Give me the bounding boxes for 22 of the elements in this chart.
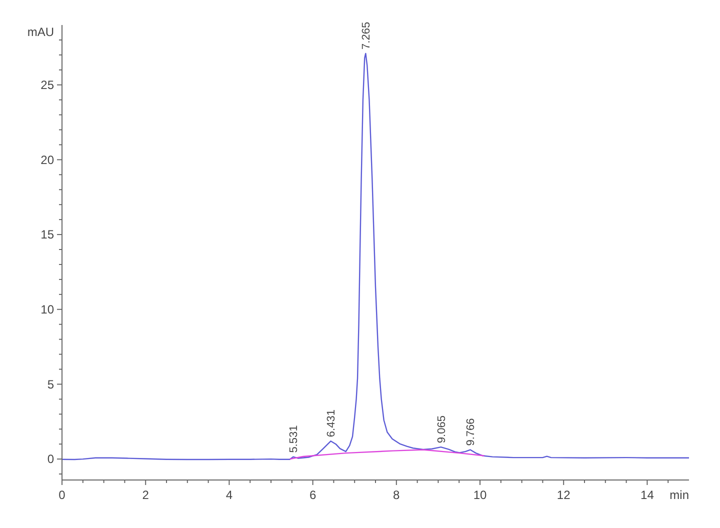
x-axis-title: min [670,488,689,502]
y-tick-label: 10 [40,302,54,317]
x-tick-label: 8 [393,488,400,502]
x-tick-label: 2 [142,488,150,502]
line-series [62,52,689,460]
annotation: 7.265 [360,22,373,50]
x-tick-label: 4 [226,488,233,502]
y-tick-label: 0 [47,452,54,466]
annotation: 6.431 [326,410,338,438]
x-tick-label: 14 [640,488,654,502]
y-axis-title: mAU [27,25,54,40]
y-tick-label: 5 [47,377,54,392]
annotation: 5.531 [288,425,300,453]
x-tick-label: 6 [309,488,316,502]
annotation: 9.766 [465,418,478,446]
x-tick-label: 10 [473,488,487,502]
annotation: 9.065 [436,416,448,444]
x-tick-label: 0 [58,488,66,502]
y-tick-label: 25 [40,78,54,92]
y-tick-label: 20 [40,152,54,167]
y-tick-label: 15 [40,228,54,242]
x-tick-label: 12 [556,488,571,502]
